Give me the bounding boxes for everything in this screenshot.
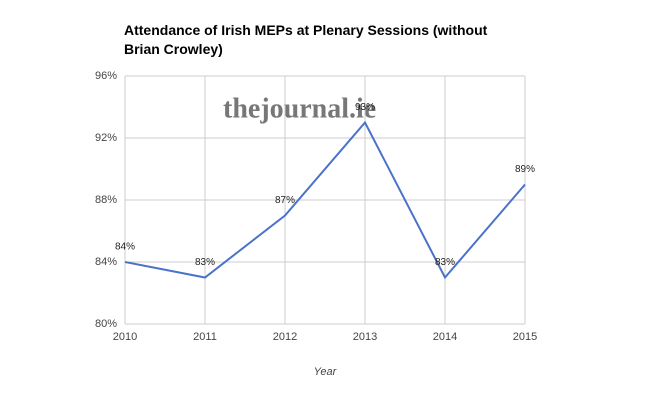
x-tick-label: 2013 (353, 331, 377, 343)
data-label: 84% (115, 242, 135, 253)
data-label: 93% (355, 102, 375, 113)
chart-title: Attendance of Irish MEPs at Plenary Sess… (124, 22, 488, 57)
y-tick-label: 84% (95, 256, 117, 268)
data-label: 83% (195, 257, 215, 268)
x-tick-label: 2011 (193, 331, 217, 343)
data-label: 89% (515, 164, 535, 175)
line (124, 120, 526, 280)
y-tick-label: 80% (95, 318, 117, 330)
data-label: 83% (435, 257, 455, 268)
x-tick-label: 2015 (513, 331, 537, 343)
x-axis-title: Year (314, 366, 338, 378)
y-tick-label: 88% (95, 194, 117, 206)
watermark: thejournal.ie (223, 93, 376, 124)
data-label: 87% (275, 195, 295, 206)
x-tick-label: 2014 (433, 331, 457, 343)
y-tick-label: 92% (95, 132, 117, 144)
x-tick-label: 2010 (113, 331, 137, 343)
x-tick-label: 2012 (273, 331, 297, 343)
y-tick-label: 96% (95, 70, 117, 82)
